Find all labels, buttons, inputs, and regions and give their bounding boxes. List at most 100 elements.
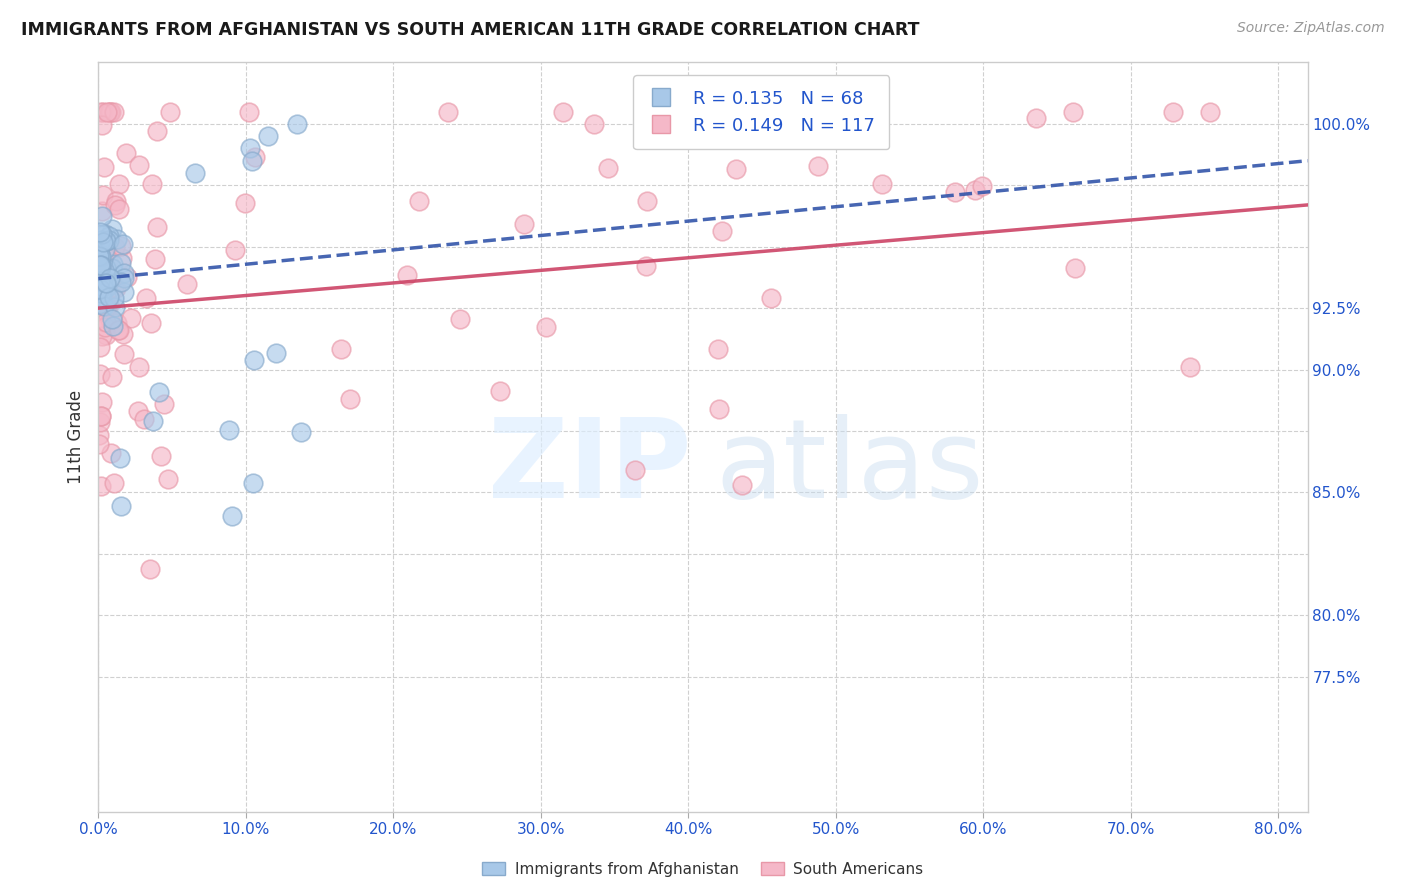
Point	[96, 104, 118, 119]
Point	[1063, 261, 1085, 276]
Point	[97, 282, 120, 296]
Point	[120, 311, 142, 326]
Point	[101, 260, 124, 275]
Point	[759, 291, 782, 305]
Point	[108, 202, 131, 217]
Point	[89, 289, 111, 303]
Point	[87, 258, 110, 272]
Point	[93, 251, 115, 265]
Point	[90, 104, 112, 119]
Point	[339, 392, 361, 407]
Point	[184, 166, 207, 180]
Point	[233, 196, 256, 211]
Point	[108, 178, 131, 192]
Point	[87, 428, 110, 442]
Point	[108, 323, 131, 337]
Point	[242, 352, 264, 367]
Point	[534, 320, 557, 334]
Point	[138, 561, 160, 575]
Point	[112, 266, 135, 280]
Point	[139, 316, 162, 330]
Point	[94, 234, 117, 248]
Point	[257, 129, 280, 144]
Point	[96, 260, 118, 274]
Point	[91, 263, 114, 277]
Point	[146, 124, 169, 138]
Point	[104, 240, 127, 254]
Point	[970, 178, 993, 193]
Legend: Immigrants from Afghanistan, South Americans: Immigrants from Afghanistan, South Ameri…	[475, 854, 931, 884]
Point	[97, 289, 120, 303]
Point	[159, 104, 181, 119]
Point	[89, 282, 111, 296]
Point	[97, 239, 120, 253]
Point	[870, 178, 893, 192]
Point	[141, 177, 163, 191]
Point	[103, 475, 125, 490]
Point	[90, 256, 112, 270]
Point	[103, 280, 125, 294]
Point	[93, 160, 115, 174]
Text: ZIP: ZIP	[488, 414, 690, 521]
Point	[91, 290, 114, 304]
Point	[94, 315, 117, 329]
Point	[1198, 104, 1220, 119]
Point	[408, 194, 430, 208]
Text: Source: ZipAtlas.com: Source: ZipAtlas.com	[1237, 21, 1385, 35]
Point	[91, 302, 114, 317]
Point	[98, 298, 121, 312]
Point	[87, 243, 110, 257]
Point	[89, 415, 111, 429]
Point	[731, 477, 754, 491]
Point	[103, 291, 125, 305]
Point	[91, 227, 114, 242]
Point	[107, 322, 129, 336]
Point	[89, 246, 111, 260]
Point	[176, 277, 198, 292]
Legend: R = 0.135   N = 68, R = 0.149   N = 117: R = 0.135 N = 68, R = 0.149 N = 117	[634, 75, 890, 149]
Point	[90, 409, 112, 423]
Point	[239, 141, 262, 155]
Point	[101, 221, 124, 235]
Point	[105, 281, 128, 295]
Point	[94, 328, 117, 343]
Point	[89, 267, 111, 281]
Point	[101, 370, 124, 384]
Point	[89, 258, 111, 272]
Text: atlas: atlas	[716, 414, 984, 521]
Point	[87, 437, 110, 451]
Point	[98, 104, 121, 119]
Point	[104, 300, 127, 314]
Point	[90, 478, 112, 492]
Point	[93, 104, 115, 119]
Point	[218, 423, 240, 437]
Point	[1025, 112, 1047, 126]
Point	[636, 259, 658, 273]
Point	[553, 104, 575, 119]
Point	[87, 285, 110, 299]
Point	[104, 194, 127, 208]
Point	[98, 233, 121, 247]
Point	[583, 117, 606, 131]
Point	[115, 145, 138, 160]
Point	[89, 367, 111, 381]
Point	[943, 185, 966, 199]
Point	[90, 329, 112, 343]
Point	[100, 446, 122, 460]
Point	[94, 276, 117, 290]
Point	[242, 475, 264, 490]
Point	[1161, 104, 1184, 119]
Point	[148, 384, 170, 399]
Point	[90, 236, 112, 251]
Point	[103, 104, 125, 119]
Point	[96, 299, 118, 313]
Point	[96, 274, 118, 288]
Point	[90, 260, 112, 274]
Point	[87, 260, 110, 274]
Point	[110, 256, 132, 270]
Point	[103, 198, 125, 212]
Point	[93, 246, 115, 260]
Point	[91, 204, 114, 219]
Point	[709, 401, 731, 416]
Point	[596, 161, 619, 175]
